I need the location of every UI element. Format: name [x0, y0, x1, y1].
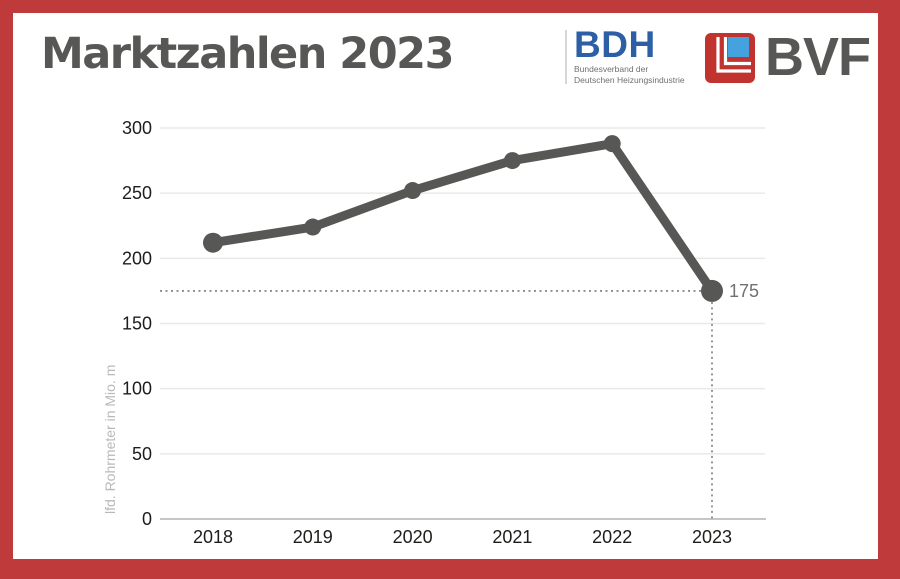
- bdh-logo-text: BDH: [574, 24, 656, 65]
- slide-content: 0 50 100 150 200 250 300 2018 2019 2020 2021 2022 20…: [13, 13, 878, 559]
- bvf-logo-text: BVF: [765, 27, 871, 87]
- x-tick-label: 2018: [193, 527, 233, 547]
- x-tick-label: 2020: [393, 527, 433, 547]
- page-title: Marktzahlen 2023: [41, 29, 454, 79]
- y-tick-label: 50: [132, 444, 152, 464]
- y-tick-label: 0: [142, 509, 152, 529]
- market-line-chart: 0 50 100 150 200 250 300 2018 2019 2020 2021 2022 20…: [102, 118, 766, 547]
- y-tick-label: 100: [122, 379, 152, 399]
- annotation-value-label: 175: [729, 281, 759, 301]
- bvf-logo-icon: [705, 33, 755, 83]
- x-tick-label: 2019: [293, 527, 333, 547]
- y-tick-label: 300: [122, 118, 152, 138]
- data-point-2020: [404, 182, 422, 200]
- y-tick-label: 200: [122, 248, 152, 268]
- bdh-logo: BDH Bundesverband der Deutschen Heizungs…: [565, 24, 685, 85]
- data-point-2022: [603, 135, 621, 153]
- bdh-subtitle-line2: Deutschen Heizungsindustrie: [574, 74, 685, 85]
- bdh-logo-subtitle: Bundesverband der Deutschen Heizungsindu…: [574, 64, 685, 84]
- x-tick-label: 2021: [492, 527, 532, 547]
- data-point-2019: [304, 218, 322, 236]
- bdh-subtitle-line1: Bundesverband der: [574, 64, 649, 75]
- bvf-logo: BVF: [704, 27, 871, 87]
- y-axis-title: lfd. Rohrmeter in Mio. m: [102, 365, 118, 514]
- data-line: [208, 139, 717, 296]
- x-tick-label: 2023: [692, 527, 732, 547]
- data-point-2018: [203, 232, 223, 253]
- data-point-2023: [701, 279, 723, 302]
- x-tick-label: 2022: [592, 527, 632, 547]
- y-tick-label: 250: [122, 183, 152, 203]
- y-tick-label: 150: [122, 314, 152, 334]
- data-point-2021: [503, 152, 521, 170]
